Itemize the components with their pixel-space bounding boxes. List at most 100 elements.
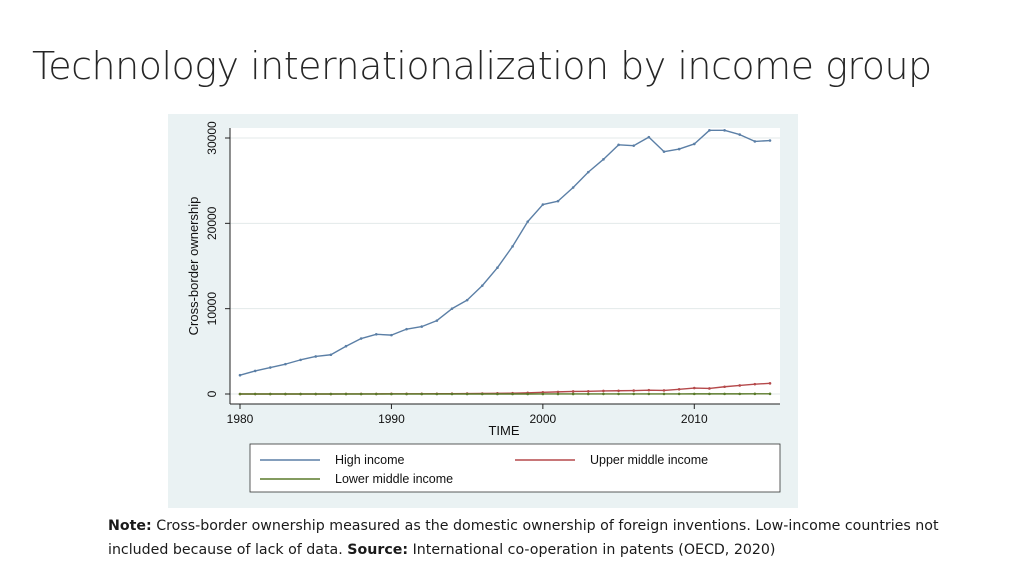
y-axis-title: Cross-border ownership: [186, 197, 201, 336]
data-point-high-income: [677, 147, 681, 151]
y-tick-label-30000: 30000: [205, 121, 219, 155]
series-layer: [238, 129, 772, 396]
data-point-upper-middle-income: [556, 390, 560, 394]
data-point-lower-middle-income: [390, 392, 393, 396]
data-point-lower-middle-income: [632, 392, 636, 396]
note-text: Cross-border ownership measured as the d…: [108, 518, 939, 558]
data-point-lower-middle-income: [359, 392, 363, 396]
data-point-high-income: [541, 203, 545, 206]
data-point-high-income: [708, 129, 711, 132]
data-point-upper-middle-income: [632, 389, 636, 392]
series-lower-middle-income: [238, 392, 772, 396]
data-point-upper-middle-income: [662, 389, 666, 392]
series-high-income: [238, 129, 772, 377]
data-point-high-income: [511, 245, 514, 248]
data-point-high-income: [435, 319, 439, 322]
data-point-lower-middle-income: [677, 392, 681, 396]
data-point-lower-middle-income: [586, 392, 590, 396]
plot-area: [230, 128, 780, 404]
data-point-lower-middle-income: [450, 392, 454, 396]
data-point-high-income: [602, 158, 605, 161]
data-point-upper-middle-income: [571, 390, 575, 393]
data-point-high-income: [526, 220, 530, 223]
data-point-high-income: [617, 143, 620, 147]
data-point-high-income: [420, 325, 424, 328]
data-point-high-income: [450, 307, 454, 310]
legend-label-lower-middle-income: Lower middle income: [335, 472, 453, 486]
data-point-lower-middle-income: [344, 392, 348, 396]
data-point-high-income: [738, 133, 742, 136]
data-point-upper-middle-income: [586, 389, 590, 393]
data-point-high-income: [299, 358, 302, 362]
source-text: International co-operation in patents (O…: [412, 542, 776, 558]
source-label: Source:: [347, 542, 409, 558]
data-point-upper-middle-income: [692, 386, 696, 390]
footnote: Note: Cross-border ownership measured as…: [108, 514, 998, 562]
data-point-upper-middle-income: [647, 388, 651, 392]
data-point-lower-middle-income: [253, 392, 257, 396]
data-point-high-income: [253, 369, 257, 373]
data-point-high-income: [374, 332, 378, 336]
data-point-high-income: [692, 142, 696, 146]
data-point-lower-middle-income: [268, 392, 272, 396]
y-tick-label-0: 0: [205, 390, 219, 397]
legend-box: [249, 443, 781, 493]
data-point-high-income: [359, 337, 363, 340]
data-point-high-income: [238, 373, 242, 377]
note-label: Note:: [108, 518, 152, 534]
data-point-lower-middle-income: [662, 392, 666, 396]
data-point-high-income: [647, 135, 651, 139]
data-point-high-income: [496, 266, 499, 270]
data-point-high-income: [268, 366, 272, 369]
data-point-high-income: [556, 199, 560, 203]
data-point-lower-middle-income: [465, 392, 469, 396]
data-point-lower-middle-income: [647, 392, 651, 396]
data-point-lower-middle-income: [753, 392, 757, 396]
data-point-high-income: [480, 284, 484, 287]
data-point-high-income: [753, 140, 757, 143]
data-point-lower-middle-income: [496, 392, 499, 396]
data-point-upper-middle-income: [617, 389, 620, 393]
data-point-high-income: [314, 355, 318, 358]
data-point-high-income: [465, 298, 469, 302]
data-point-lower-middle-income: [768, 392, 772, 396]
data-point-high-income: [571, 186, 575, 189]
data-point-lower-middle-income: [314, 392, 318, 396]
data-point-lower-middle-income: [299, 392, 302, 396]
slide-title: Technology internationalization by incom…: [32, 44, 932, 88]
data-point-lower-middle-income: [692, 392, 696, 396]
y-tick-label-20000: 20000: [205, 206, 219, 240]
y-tick-label-10000: 10000: [205, 292, 219, 326]
data-point-lower-middle-income: [738, 392, 742, 396]
data-point-lower-middle-income: [420, 392, 424, 396]
legend: High income Upper middle income Lower midd…: [249, 443, 781, 493]
data-point-upper-middle-income: [677, 388, 681, 391]
series-line-high-income: [239, 129, 771, 376]
data-point-lower-middle-income: [602, 392, 605, 396]
data-point-lower-middle-income: [541, 392, 545, 396]
x-axis-title: TIME: [488, 423, 519, 438]
data-point-high-income: [723, 129, 726, 132]
data-point-lower-middle-income: [526, 392, 530, 396]
data-point-lower-middle-income: [708, 392, 711, 396]
data-point-upper-middle-income: [738, 384, 742, 387]
data-point-lower-middle-income: [329, 392, 333, 396]
data-point-upper-middle-income: [723, 385, 726, 389]
data-point-lower-middle-income: [405, 392, 408, 396]
data-point-high-income: [390, 333, 393, 337]
data-point-upper-middle-income: [602, 389, 605, 393]
data-point-high-income: [344, 344, 348, 348]
data-point-high-income: [586, 170, 590, 174]
data-point-upper-middle-income: [708, 387, 711, 390]
x-tick-label-2010: 2010: [681, 412, 708, 426]
data-point-lower-middle-income: [556, 392, 560, 396]
data-point-high-income: [768, 139, 772, 142]
data-point-lower-middle-income: [374, 392, 378, 396]
line-chart: 0 10000 20000 30000 1980 1990 2000 2010 TIME Cr…: [168, 114, 798, 508]
data-point-lower-middle-income: [480, 392, 484, 396]
data-point-lower-middle-income: [238, 392, 242, 396]
x-tick-label-1990: 1990: [378, 412, 405, 426]
data-point-lower-middle-income: [723, 392, 726, 396]
x-tick-label-2000: 2000: [530, 412, 557, 426]
data-point-lower-middle-income: [284, 392, 287, 396]
